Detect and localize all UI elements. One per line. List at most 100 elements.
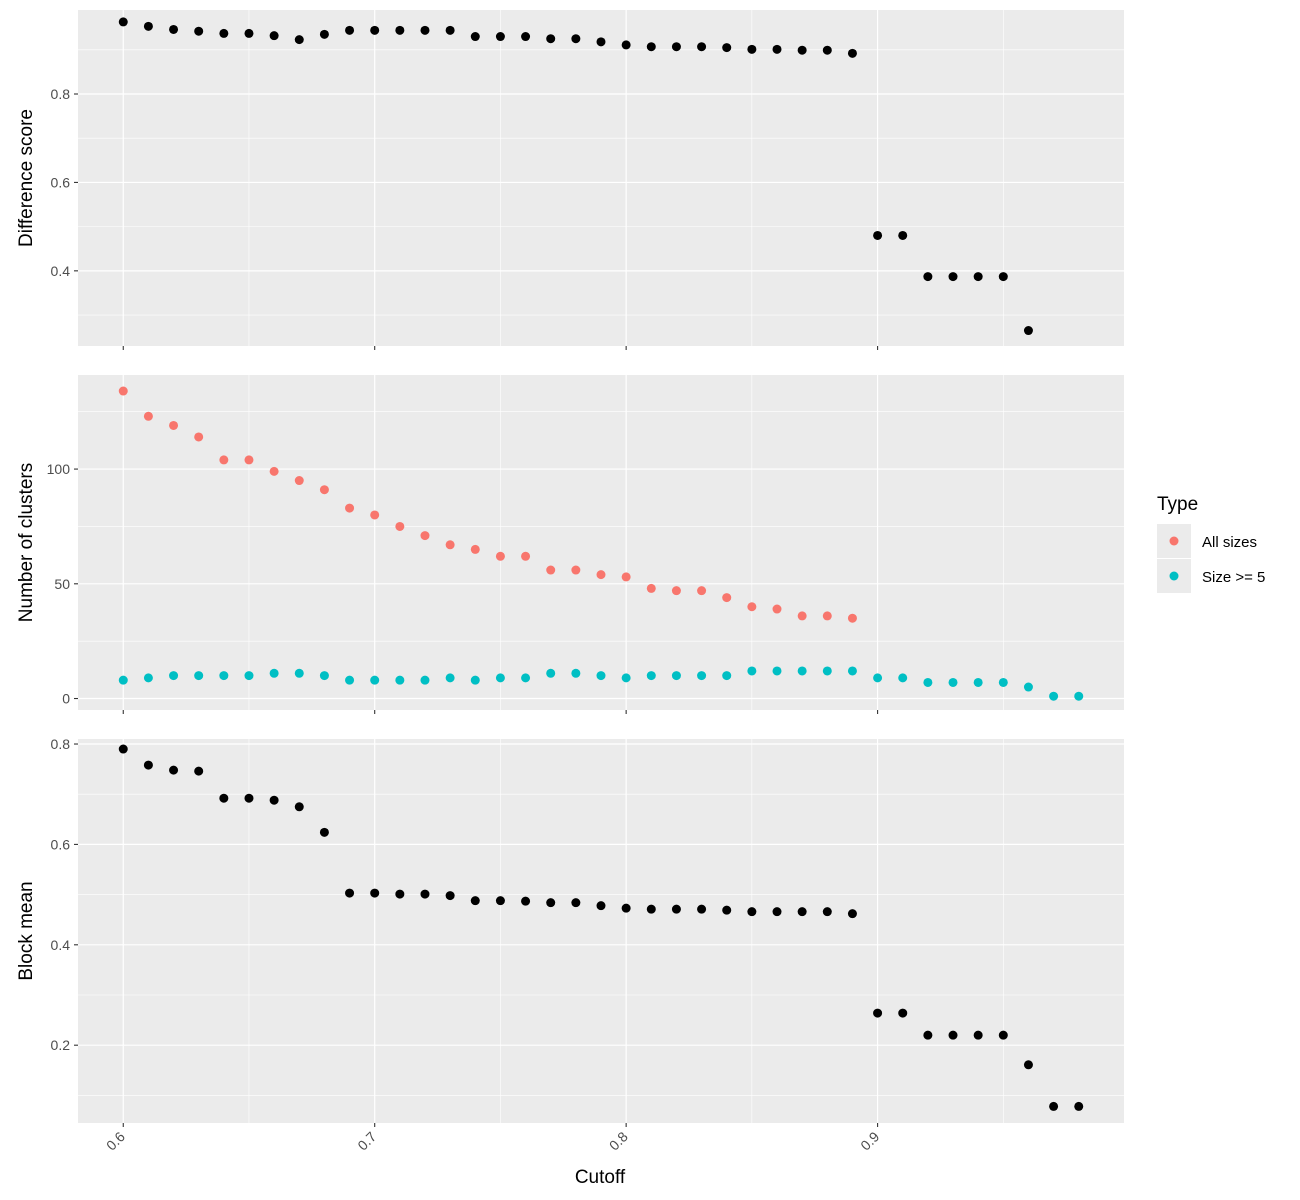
data-point [847,666,857,676]
data-point [169,24,179,34]
panel-background [78,739,1124,1123]
y-tick-label: 0.4 [51,263,71,279]
data-point [847,48,857,58]
data-point [244,28,254,38]
data-point [420,25,430,35]
data-point [521,896,531,906]
data-point [294,35,304,45]
data-point [847,613,857,623]
data-point [244,455,254,465]
data-point [621,572,631,582]
y-tick-label: 0.8 [51,86,71,102]
data-point [269,668,279,678]
x-axis-title: Cutoff [575,1167,626,1188]
data-point [319,827,329,837]
data-point [118,386,128,396]
data-point [898,230,908,240]
data-point [194,766,204,776]
data-point [1074,1101,1084,1111]
data-point [973,677,983,687]
legend-item-all-sizes: All sizes [1157,524,1257,558]
data-point [873,230,883,240]
data-point [420,675,430,685]
data-point [345,888,355,898]
data-point [521,673,531,683]
data-point [948,272,958,282]
data-point [822,45,832,55]
data-point [269,31,279,41]
data-point [923,272,933,282]
data-point [521,32,531,42]
y-tick-label: 100 [47,461,71,477]
data-point [747,666,757,676]
y-axis-title: Number of clusters [16,463,37,622]
x-tick-label: 0.8 [606,1128,631,1153]
data-point [546,565,556,575]
panel-3: 0.2 0.4 0.6 0.8 Block mean [16,736,1124,1127]
legend-item-size-ge-5: Size >= 5 [1157,559,1265,593]
data-point [194,26,204,36]
legend-title: Type [1157,494,1198,515]
data-point [646,42,656,52]
data-point [571,565,581,575]
data-point [445,25,455,35]
data-point [269,795,279,805]
data-point [697,671,707,681]
data-point [370,510,380,520]
data-point [998,272,1008,282]
panel-background [78,375,1124,710]
data-point [445,540,455,550]
series-all-sizes [118,386,857,623]
data-point [395,25,405,35]
data-point [873,673,883,683]
data-point [470,675,480,685]
data-point [772,907,782,917]
y-axis-title: Block mean [16,881,37,980]
data-point [772,666,782,676]
panel-2: 0 50 100 Number of clusters [16,375,1124,714]
data-point [395,889,405,899]
data-point [898,673,908,683]
data-point [797,666,807,676]
legend: Type All sizes Size >= 5 [1157,494,1265,593]
y-tick-label: 0.6 [51,174,71,190]
data-point [722,905,732,915]
data-point [118,744,128,754]
data-point [973,1030,983,1040]
data-point [873,1008,883,1018]
data-point [948,1030,958,1040]
data-point [847,909,857,919]
data-point [772,604,782,614]
data-point [319,29,329,39]
data-point [420,531,430,541]
data-point [948,677,958,687]
data-point [219,671,229,681]
data-point [495,32,505,42]
panels-layer: 0.4 0.6 0.8 Difference score 0 50 100 Number of… [16,10,1124,1154]
data-point [143,760,153,770]
legend-size-ge-5-label: Size >= 5 [1202,569,1265,586]
data-point [671,42,681,52]
data-point [294,802,304,812]
data-point [169,671,179,681]
data-point [546,34,556,44]
data-point [671,671,681,681]
data-point [319,671,329,681]
data-point [772,44,782,54]
data-point [671,904,681,914]
data-point [571,34,581,44]
y-tick-label: 0.4 [51,937,71,953]
data-point [219,28,229,38]
data-point [521,551,531,561]
legend-size-ge-5-dot [1169,571,1179,581]
y-tick-label: 0 [62,691,70,707]
legend-all-sizes-dot [1169,536,1179,546]
data-point [370,888,380,898]
data-point [646,671,656,681]
data-point [1049,691,1059,701]
data-point [143,21,153,31]
y-tick-label: 0.2 [51,1037,71,1053]
data-point [747,602,757,612]
data-point [822,666,832,676]
